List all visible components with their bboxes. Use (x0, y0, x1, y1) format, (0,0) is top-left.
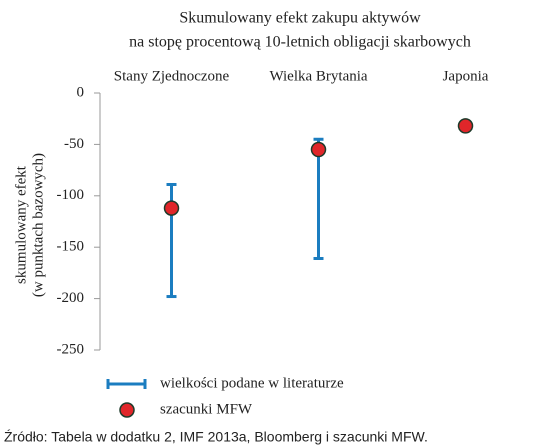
y-tick-label: -200 (57, 290, 85, 306)
y-axis-label-line: skumulowany efekt (13, 165, 29, 284)
y-tick-label: -250 (57, 341, 85, 357)
y-axis-label-line: (w punktach bazowych) (30, 153, 46, 297)
point (457, 118, 474, 134)
category-label: Stany Zjednoczone (114, 68, 230, 84)
legend-label: wielkości podane w literaturze (160, 375, 344, 391)
y-tick-label: -150 (57, 239, 85, 255)
legend-point-icon (119, 402, 135, 418)
point (310, 141, 327, 158)
point (163, 200, 180, 216)
legend-label: szacunki MFW (160, 401, 253, 417)
source: Źródło: Tabela w dodatku 2, IMF 2013a, B… (4, 429, 428, 445)
y-tick-label: -100 (57, 187, 85, 203)
y-tick-label: 0 (77, 84, 85, 100)
category-label: Wielka Brytania (269, 68, 367, 84)
chart-title: Skumulowany efekt zakupu aktywów (179, 10, 421, 27)
y-tick-label: -50 (64, 136, 84, 152)
category-label: Japonia (443, 68, 489, 84)
chart-title: na stopę procentową 10-letnich obligacji… (129, 34, 471, 51)
y-axis-label: skumulowany efekt (w punktach bazowych) (13, 153, 46, 297)
